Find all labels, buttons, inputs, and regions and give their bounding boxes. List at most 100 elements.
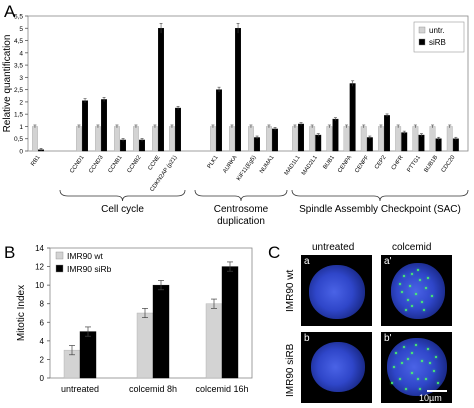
chromosome-signal [399, 283, 401, 285]
x-tick-label: MAD2L1 [301, 155, 319, 177]
chromosome-signal [421, 301, 423, 303]
inset-label-b: b [304, 333, 310, 344]
x-tick-label: colcemid 8h [129, 384, 177, 394]
bar-untr-3 [113, 126, 120, 152]
bar-untr-20 [446, 126, 453, 152]
bar-untr-1 [75, 126, 82, 152]
bar-siRB-5 [158, 28, 165, 152]
row-header-sirb: IMR90 siRB [285, 343, 296, 397]
chromosome-signal [405, 388, 407, 390]
y-tick-label: 2,5 [14, 87, 23, 94]
y-tick-label: 3 [19, 75, 23, 82]
chromosome-signal [407, 358, 409, 360]
x-tick-label: PLK1 [207, 155, 220, 170]
bar-siRB-17 [401, 132, 408, 152]
panel-label-b: B [4, 243, 16, 262]
bar-untr-2 [94, 126, 101, 152]
bar-siRB-13 [332, 118, 339, 152]
bar-untr-17 [395, 126, 402, 152]
panel-label-c: C [268, 243, 281, 262]
x-tick-label: AURKA [222, 155, 238, 175]
group-label: Spindle Assembly Checkpoint (SAC) [299, 204, 461, 215]
nucleus-shape [309, 265, 365, 319]
bar-IMR90wt-2 [205, 303, 223, 379]
nucleus-shape [391, 263, 445, 319]
bar-siRB-12 [315, 134, 322, 152]
legend-swatch [418, 38, 426, 46]
scale-bar [427, 390, 447, 392]
chromosome-signal [403, 275, 405, 277]
nucleus-shape [387, 338, 447, 396]
bar-siRB-18 [418, 134, 425, 152]
microscopy-panel: untreated colcemid IMR90 wt IMR90 siRB a… [265, 240, 474, 408]
bar-untr-4 [132, 126, 139, 152]
x-tick-label: CDC20 [441, 155, 457, 174]
bar-untr-16 [378, 126, 384, 152]
x-tick-label: CHFR [391, 155, 405, 172]
x-tick-label: CENPA [337, 155, 353, 175]
row-header-wt: IMR90 wt [285, 269, 296, 312]
inset-label-a-prime: a' [384, 256, 392, 267]
chromosome-signal [407, 299, 409, 301]
legend-label: untr. [429, 26, 445, 35]
bar-siRB-20 [452, 138, 459, 152]
inset-label-b-prime: b' [384, 333, 392, 344]
bar-siRB-3 [120, 139, 127, 152]
y-tick-label: 0,5 [14, 136, 23, 143]
scale-label: 10µm [419, 393, 442, 403]
column-header-colcemid: colcemid [392, 242, 432, 253]
group-bracket [194, 189, 288, 202]
bar-siRB-19 [435, 138, 442, 152]
y-tick-label: 4 [40, 337, 45, 346]
chromosome-signal [411, 305, 413, 307]
x-tick-label: CCNB2 [126, 155, 142, 175]
chromosome-signal [411, 273, 413, 275]
mitotic-index-chart: 0 2 4 6 8 10 12 14 Mitotic Index untreated colcemi… [16, 244, 253, 394]
x-tick-label: MAD1L1 [284, 155, 302, 177]
x-tick-label: colcemid 16h [195, 384, 248, 394]
y-tick-label: 8 [40, 300, 45, 309]
x-tick-label: CENPF [354, 154, 370, 174]
bar-untr-0 [32, 126, 38, 152]
x-tick-label: KIF11(Eg5) [236, 155, 258, 182]
group-bracket [59, 189, 186, 202]
chromosome-signal [405, 309, 407, 311]
chromosome-signal [401, 291, 403, 293]
bar-siRB-16 [384, 115, 390, 152]
bar-siRB-6 [175, 107, 182, 152]
bar-untr-6 [168, 126, 175, 152]
bar-siRB-11 [298, 123, 304, 152]
chromosome-signal [417, 269, 419, 271]
y-axis-title: Mitotic Index [16, 285, 27, 341]
x-tick-label: CCNE [147, 155, 161, 172]
chromosome-signal [419, 388, 421, 390]
bar-siRB-1 [82, 100, 89, 152]
micrograph-wt-colcemid: a' [381, 255, 452, 326]
group-bracket [291, 189, 469, 202]
x-tick-label: PTTG1 [406, 155, 422, 174]
y-tick-label: 1,5 [14, 112, 23, 119]
x-tick-label: BUB1B [423, 155, 439, 174]
bar-untr-13 [326, 126, 333, 152]
micrograph-sirb-untreated: b [301, 332, 372, 403]
bar-IMR90siRb-0 [79, 331, 97, 379]
chromosome-signal [419, 279, 421, 281]
chromosome-signal [415, 344, 417, 346]
y-tick-label: 0 [19, 149, 23, 156]
y-axis-title: Relative quantification [2, 35, 13, 133]
column-header-untreated: untreated [312, 242, 355, 253]
legend-label: IMR90 siRb [67, 264, 112, 274]
y-tick-label: 14 [35, 244, 44, 253]
bar-siRB-4 [139, 139, 146, 152]
chromosome-signal [409, 285, 411, 287]
x-tick-label: CEP2 [374, 155, 388, 171]
chromosome-signal [437, 382, 439, 384]
inset-label-a: a [304, 256, 310, 267]
chromosome-signal [427, 348, 429, 350]
bar-siRB-15 [366, 137, 373, 152]
bar-siRB-10 [272, 128, 278, 152]
micrograph-sirb-colcemid: b' 10µm [381, 332, 452, 403]
relative-quantification-chart: 0 0,5 1 1,5 2 2,5 3 3,5 4 4,5 5 5,5 Relative quantif… [2, 14, 469, 227]
legend-swatch [55, 251, 64, 260]
bar-untr-14 [343, 126, 350, 152]
